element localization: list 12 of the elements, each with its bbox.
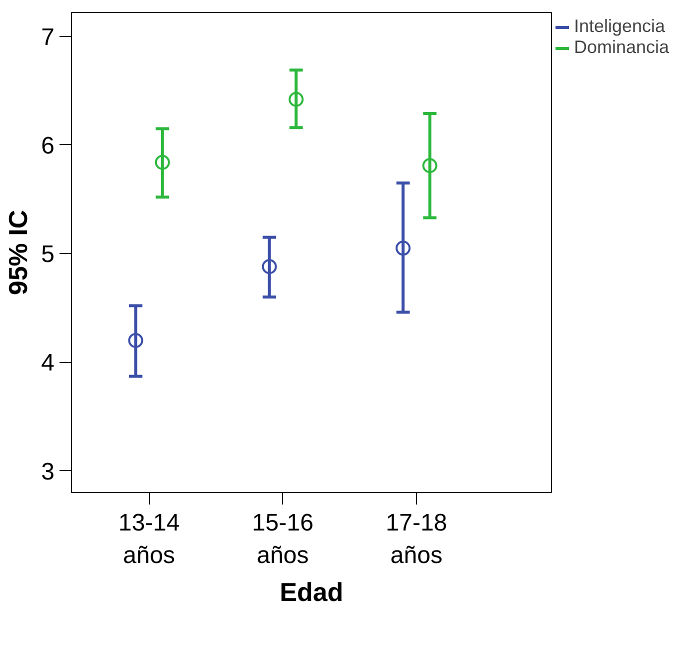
y-tick-label: 3 bbox=[41, 458, 55, 486]
y-tick-label: 6 bbox=[41, 132, 55, 160]
y-tick-label: 5 bbox=[41, 241, 55, 268]
legend-label: Inteligencia bbox=[574, 16, 666, 37]
x-tick-label: 15-16 años bbox=[252, 510, 314, 569]
legend-label: Dominancia bbox=[574, 37, 670, 58]
x-tick-label: 17-18 años bbox=[386, 510, 448, 569]
y-tick-label: 4 bbox=[41, 350, 55, 377]
y-tick-label: 7 bbox=[41, 24, 55, 51]
y-axis-title: 95% IC bbox=[3, 210, 34, 296]
x-tick-label: 13-14 años bbox=[118, 510, 180, 569]
x-axis-title: Edad bbox=[280, 576, 344, 607]
